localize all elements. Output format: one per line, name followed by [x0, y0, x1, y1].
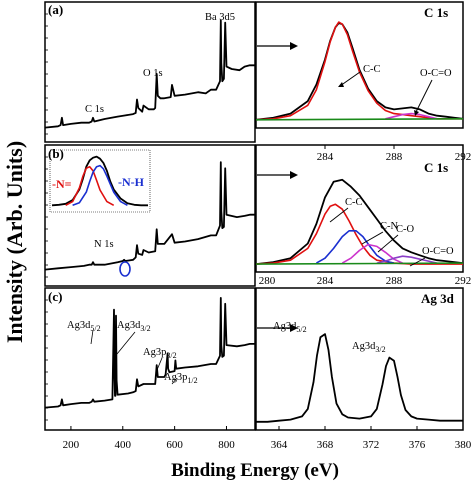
panel-label-a: (a)	[48, 2, 63, 17]
c-ag3d-x-tick-label-368: 368	[317, 439, 334, 451]
ag3p12-pointer	[171, 377, 178, 385]
ag3p32-survey-label: Ag3p3/2	[143, 347, 177, 360]
ag3d-label: Ag 3d	[421, 291, 455, 306]
c-survey-x-tick-label-400: 400	[115, 439, 132, 451]
y-axis-label: Intensity (Arb. Units)	[2, 141, 27, 343]
b-c1s-x-tick-label-292: 292	[455, 151, 472, 163]
svg-text:Ag3d3/2: Ag3d3/2	[352, 341, 386, 354]
n1s-label: N 1s	[94, 239, 114, 250]
ag3d32-survey-label: Ag3d3/2	[117, 320, 151, 333]
ag3d-spectrum	[256, 333, 463, 423]
cn-pointer-b	[361, 231, 384, 245]
c-survey-series-spectrum	[44, 297, 255, 409]
ag3d32-pointer	[116, 331, 136, 355]
ag3p12-survey-label: Ag3p1/2	[164, 372, 198, 385]
survey-spectrum-a	[44, 19, 255, 129]
b-c1s-series-baseline	[255, 262, 464, 265]
a-c1s-series-baseline	[255, 118, 464, 121]
cc-arrow-a	[338, 71, 361, 87]
survey-x-ticks: 200 400 600 800	[63, 426, 235, 451]
c-ag3d-x-tick-label-364: 364	[271, 439, 288, 451]
cc-label-a: C-C	[363, 64, 381, 75]
c1s-panel-b-frame	[255, 144, 464, 273]
b-c1s-x-tick-label-288: 288	[386, 151, 403, 163]
ag3d32-peak-label: Ag3d3/2	[352, 341, 386, 354]
c1s-panel-a-frame	[255, 1, 464, 129]
c1s-b-x-ticks: 284 288 292	[317, 145, 472, 163]
n1s-circle-marker	[119, 261, 131, 277]
arrow-to-ag3d	[257, 324, 298, 332]
c1s-b-bottom-tick-label-288: 288	[386, 275, 403, 287]
c-survey-x-tick-label-600: 600	[166, 439, 183, 451]
b-survey-series-spectrum	[44, 161, 255, 271]
svg-text:Ag3d5/2: Ag3d5/2	[67, 320, 101, 333]
svg-text:Ag3d5/2: Ag3d5/2	[273, 321, 307, 334]
co-pointer-b	[377, 234, 399, 253]
ag3d52-survey-label: Ag3d5/2	[67, 320, 101, 333]
c1s-b-bottom-tick-label-280: 280	[259, 275, 276, 287]
ag3d-panel-frame	[255, 287, 464, 431]
arrow-to-c1s-a	[257, 42, 298, 50]
inset-label-n-h: -N-H	[118, 175, 145, 189]
c1s-label-b: C 1s	[424, 160, 448, 175]
svg-text:Ag3d3/2: Ag3d3/2	[117, 320, 151, 333]
c-survey-x-tick-label-800: 800	[218, 439, 235, 451]
arrow-to-c1s-b	[257, 171, 298, 179]
ag3d52-pointer	[90, 329, 94, 345]
n1s-inset-frame	[49, 149, 151, 213]
ba3d5-label: Ba 3d5	[205, 12, 235, 23]
svg-text:Ag3p1/2: Ag3p1/2	[164, 372, 198, 385]
cn-label-b: C-N	[380, 221, 399, 232]
c1s-b-bottom-tick-label-292: 292	[455, 275, 472, 287]
svg-text:Ag3p3/2: Ag3p3/2	[143, 347, 177, 360]
n1s-inset-spectrum	[51, 155, 148, 207]
a-survey-series-spectrum	[44, 19, 255, 129]
c-ag3d-x-tick-label-380: 380	[455, 439, 472, 451]
b-c1s-series-data	[255, 178, 464, 265]
cc-pointer-b	[329, 207, 349, 223]
ag3d-x-ticks: 364 368 372 376 380	[271, 426, 472, 451]
c-ag3d-x-tick-label-376: 376	[409, 439, 426, 451]
panel-label-c: (c)	[48, 289, 62, 304]
ocoo-pointer-b	[409, 257, 426, 267]
c1s-b-bottom-tick-label-284: 284	[317, 275, 334, 287]
b-c1s-x-tick-label-284: 284	[317, 151, 334, 163]
survey-spectrum-c	[44, 297, 255, 409]
c1s-c-x-ticks: 280 284 288 292	[259, 275, 472, 287]
b-c1s-series-o-c-o	[376, 255, 438, 264]
o1s-label: O 1s	[143, 68, 163, 79]
panel-label-b: (b)	[48, 146, 64, 161]
c-ag3d-x-tick-label-372: 372	[363, 439, 380, 451]
co-label-b: C-O	[396, 224, 415, 235]
b-c1s-series-c-o	[341, 243, 403, 264]
c-ag3d-series-spectrum	[256, 333, 463, 423]
inset-label-n-imine: -N=	[52, 177, 72, 191]
survey-spectrum-b	[44, 161, 255, 271]
c1s-survey-label: C 1s	[85, 104, 104, 115]
b-c1s-series-c-n	[316, 230, 395, 264]
c1s-label-a: C 1s	[424, 5, 448, 20]
ocoo-label-a: O-C=O	[420, 68, 452, 79]
c-survey-x-tick-label-200: 200	[63, 439, 80, 451]
ag3p32-pointer	[156, 357, 163, 371]
x-axis-label: Binding Energy (eV)	[171, 460, 339, 481]
y-ticks	[45, 13, 48, 421]
cc-label-b: C-C	[345, 197, 363, 208]
ag3d52-peak-label: Ag3d5/2	[273, 321, 307, 334]
survey-panel-a-frame	[44, 1, 256, 143]
c1s-spectrum-b	[255, 178, 464, 265]
b-n1s-inset-series-n	[65, 165, 115, 207]
ocoo-arrow-a	[414, 79, 433, 116]
survey-panel-c-frame	[44, 287, 256, 431]
b-n1s-inset-series-n-h	[72, 164, 128, 207]
ocoo-label-b: O-C=O	[422, 246, 454, 257]
a-c1s-series-peak2	[385, 112, 438, 120]
